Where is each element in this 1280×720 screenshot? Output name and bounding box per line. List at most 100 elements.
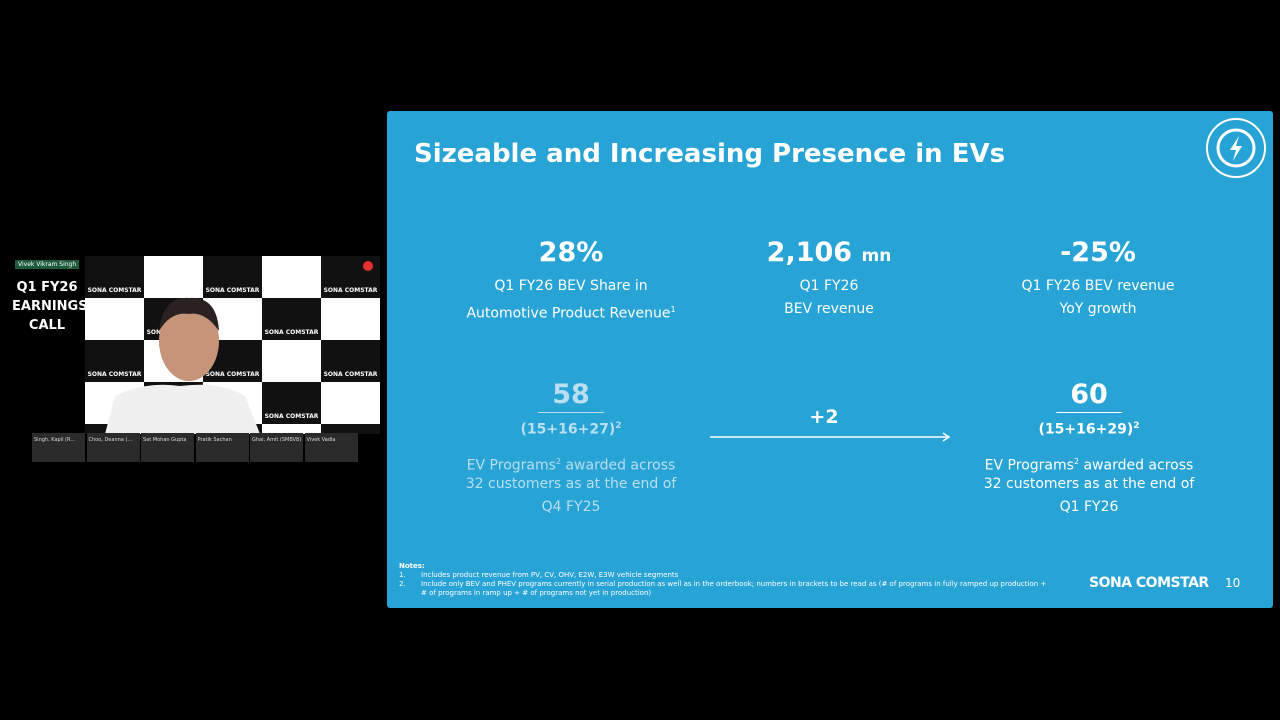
metric-label-text: Q1 FY26 BEV Share in [494, 278, 648, 294]
footnote-ref: 2 [1133, 421, 1140, 431]
note: 1. Includes product revenue from PV, CV, … [399, 571, 1059, 580]
program-desc: 32 customers as at the end of [983, 476, 1195, 492]
brand-tile [262, 424, 321, 434]
program-desc: 32 customers as at the end of [465, 476, 677, 492]
brand-tile: SONA COMSTAR [85, 340, 144, 382]
metric-value: -25% [1060, 237, 1136, 268]
brand-tile [262, 340, 321, 382]
brand-text: SONA COMSTAR [323, 287, 378, 294]
participant-tile: Vivek Vadla [304, 433, 358, 462]
metric-number: -25% [1060, 237, 1136, 268]
participant-tile: Choo, Deanna (... [86, 433, 140, 462]
brand-text: SONA COMSTAR [205, 287, 260, 294]
note-number: 2. [399, 580, 406, 588]
program-desc: EV Programs2 awarded across [467, 450, 676, 478]
ev-icon [1206, 118, 1266, 178]
brand-tile [85, 298, 144, 340]
brand-text: SONA COMSTAR [264, 413, 319, 420]
program-breakdown: (15+16+27)2 [521, 421, 622, 438]
footnote-ref: 2 [1073, 457, 1080, 466]
footnote-ref: 2 [615, 421, 622, 431]
metric-label: Q1 FY26 [800, 275, 859, 298]
arrow-head [942, 432, 951, 442]
program-count: 60 [1056, 379, 1122, 413]
program-desc: Q1 FY26 [1059, 499, 1119, 515]
metric-label: BEV revenue [784, 298, 874, 321]
program-desc: EV Programs2 awarded across [985, 450, 1194, 478]
participant-tile: Singh, Kapil (R... [32, 433, 85, 462]
brand-text: SONA COMSTAR [205, 371, 260, 378]
brand-text: SONA COMSTAR [264, 329, 319, 336]
metric-label-text: BEV revenue [784, 301, 874, 317]
hair [159, 297, 219, 331]
program-breakdown: (15+16+29)2 [1039, 421, 1140, 438]
icon-bolt [1230, 136, 1242, 161]
metric-label-text: Automotive Product Revenue [466, 305, 671, 322]
brand-tile [321, 298, 380, 340]
brand-tile: SONA COMSTAR [321, 424, 380, 434]
metric-label: Q1 FY26 BEV revenue [1021, 275, 1174, 298]
brand-tile: SONA COMSTAR [262, 298, 321, 340]
desc-text: EV Programs [984, 457, 1074, 474]
footnote-ref: 1 [670, 305, 676, 314]
icon-ring [1206, 118, 1266, 178]
icon-circle [1216, 128, 1256, 168]
footer-logo: SONA COMSTAR [1089, 575, 1209, 591]
metric-label: Automotive Product Revenue1 [466, 298, 675, 326]
program-desc: Q4 FY25 [541, 499, 601, 515]
metric-label-text: Q1 FY26 [799, 278, 859, 294]
program-count: 58 [538, 379, 604, 413]
footnote-ref: 2 [555, 457, 562, 466]
notes-heading: Notes: [399, 562, 425, 570]
brand-text: SONA COMSTAR [323, 371, 378, 378]
face [159, 301, 219, 381]
desc-text: awarded across [1079, 457, 1194, 474]
video-feed: SONA COMSTAR SONA COMSTAR SONA COMSTAR SONA… [85, 256, 380, 434]
brand-tile: SONA COMSTAR [85, 256, 144, 298]
event-title-line: CALL [28, 318, 66, 333]
brand-tile: SONA COMSTAR [262, 382, 321, 424]
brand-tile: SONA COMSTAR [321, 340, 380, 382]
event-title-line: Q1 FY26 [16, 280, 78, 295]
metric-unit: mn [861, 246, 892, 266]
speaker [105, 261, 373, 434]
brand-tile [262, 256, 321, 298]
metric-number: 2,106 [766, 237, 853, 268]
metric-number: 28% [538, 237, 604, 268]
desc-text: awarded across [561, 457, 676, 474]
desc-text: EV Programs [466, 457, 556, 474]
metric-label: Q1 FY26 BEV Share in [494, 275, 647, 298]
metric-value: 2,106 mn [767, 237, 892, 268]
metric-value: 28% [539, 237, 604, 268]
brand-tile [321, 382, 380, 424]
brand-text: SONA COMSTAR [87, 287, 142, 294]
metric-label: YoY growth [1060, 298, 1137, 321]
notes: Notes: 1. Includes product revenue from P… [399, 562, 1059, 598]
breakdown-text: (15+16+27) [520, 421, 616, 438]
speaker-tag: Vivek Vikram Singh [15, 260, 80, 269]
metric-label-text: Q1 FY26 BEV revenue [1021, 278, 1175, 294]
metric-label-text: YoY growth [1059, 301, 1137, 317]
arrow [710, 432, 951, 442]
brand-tile [144, 256, 203, 298]
note-number: 1. [399, 571, 406, 579]
record-dot [363, 261, 373, 271]
event-title-line: EARNINGS [12, 299, 88, 314]
brand-tile: SONA COMSTAR [203, 256, 262, 298]
slide: Sizeable and Increasing Presence in EVs … [387, 111, 1273, 608]
event-title: Q1 FY26 EARNINGS CALL [12, 278, 88, 335]
shirt [105, 384, 260, 434]
breakdown-text: (15+16+29) [1038, 421, 1134, 438]
participant-tile: Sat Mohan Gupta [141, 433, 194, 462]
participant-tile: Ghai, Amit (SMBV8) [250, 433, 303, 462]
change: +2 [809, 406, 839, 428]
slide-title: Sizeable and Increasing Presence in EVs [414, 139, 1006, 169]
page-number: 10 [1225, 576, 1241, 590]
note-text: Include only BEV and PHEV programs curre… [421, 580, 1047, 597]
note-text: Includes product revenue from PV, CV, OH… [421, 571, 679, 579]
note: 2. Include only BEV and PHEV programs cur… [399, 580, 1059, 598]
participant-tile: Pratik Sachan [195, 433, 249, 462]
brand-text: SONA COMSTAR [87, 371, 142, 378]
